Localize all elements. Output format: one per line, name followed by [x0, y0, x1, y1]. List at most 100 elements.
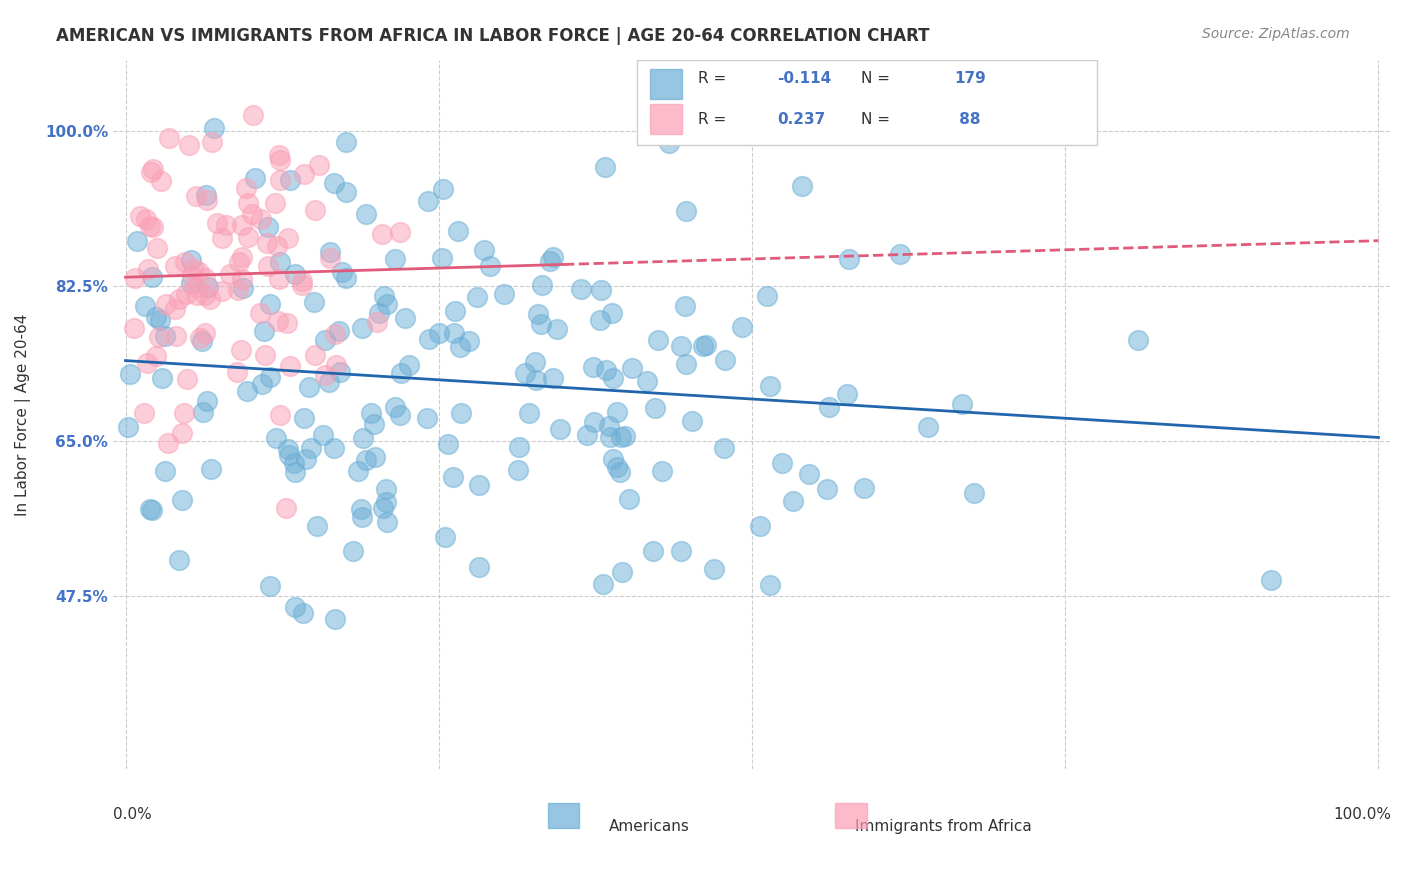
Point [291, 274, 314, 288]
Bar [547, 803, 579, 828]
Point [304, 295, 326, 310]
Bar [650, 69, 682, 99]
Point [524, 354, 547, 368]
Point [259, 579, 281, 593]
Point [135, 212, 157, 227]
Point [264, 196, 287, 211]
Point [350, 502, 373, 516]
Point [145, 349, 167, 363]
Point [363, 417, 385, 432]
Point [176, 372, 198, 386]
Point [373, 288, 395, 302]
Point [354, 207, 377, 221]
Text: R =: R = [699, 112, 731, 127]
Point [314, 368, 336, 382]
Point [675, 357, 697, 371]
Point [304, 348, 326, 362]
Point [219, 267, 242, 281]
Bar [650, 104, 682, 134]
Point [731, 319, 754, 334]
Point [165, 301, 187, 316]
Point [437, 437, 460, 451]
Point [184, 189, 207, 203]
Point [231, 219, 253, 233]
Point [274, 500, 297, 515]
Point [342, 544, 364, 558]
Point [228, 283, 250, 297]
Point [755, 289, 778, 303]
Point [200, 462, 222, 476]
Point [548, 421, 571, 435]
Point [669, 543, 692, 558]
Point [292, 167, 315, 181]
Point [235, 384, 257, 398]
Point [467, 559, 489, 574]
Text: -0.114: -0.114 [778, 70, 832, 86]
Point [184, 279, 207, 293]
Point [759, 379, 782, 393]
Point [117, 420, 139, 434]
Point [190, 334, 212, 348]
Point [569, 282, 592, 296]
Point [602, 371, 624, 385]
Point [458, 334, 481, 348]
Point [669, 338, 692, 352]
Point [283, 456, 305, 470]
Point [253, 324, 276, 338]
Point [135, 356, 157, 370]
Point [292, 606, 315, 620]
Point [323, 326, 346, 341]
Point [889, 247, 911, 261]
Point [153, 464, 176, 478]
Point [155, 297, 177, 311]
Point [129, 209, 152, 223]
Point [269, 254, 291, 268]
Point [322, 176, 344, 190]
Point [335, 270, 357, 285]
Point [211, 231, 233, 245]
Point [249, 306, 271, 320]
Point [614, 429, 637, 443]
Point [299, 442, 322, 456]
Point [524, 373, 547, 387]
Text: 179: 179 [953, 70, 986, 86]
Point [169, 292, 191, 306]
Point [291, 278, 314, 293]
Point [513, 367, 536, 381]
Point [328, 324, 350, 338]
Point [749, 518, 772, 533]
Point [589, 313, 612, 327]
Point [139, 501, 162, 516]
Point [593, 160, 616, 174]
Point [703, 562, 725, 576]
Point [374, 494, 396, 508]
Point [146, 241, 169, 255]
Point [194, 288, 217, 302]
Point [257, 259, 280, 273]
Point [335, 135, 357, 149]
Point [177, 137, 200, 152]
Point [323, 441, 346, 455]
Point [269, 408, 291, 422]
Point [132, 407, 155, 421]
Point [211, 284, 233, 298]
Point [156, 436, 179, 450]
Point [180, 253, 202, 268]
Point [449, 340, 471, 354]
Point [159, 131, 181, 145]
Point [194, 326, 217, 340]
Point [236, 229, 259, 244]
Point [180, 268, 202, 283]
Point [450, 406, 472, 420]
Point [541, 371, 564, 385]
Point [478, 260, 501, 274]
Point [530, 277, 553, 292]
Point [350, 510, 373, 524]
Point [186, 288, 208, 302]
Point [276, 316, 298, 330]
Point [517, 406, 540, 420]
Point [508, 440, 530, 454]
Point [589, 284, 612, 298]
Point [538, 253, 561, 268]
Point [225, 365, 247, 379]
